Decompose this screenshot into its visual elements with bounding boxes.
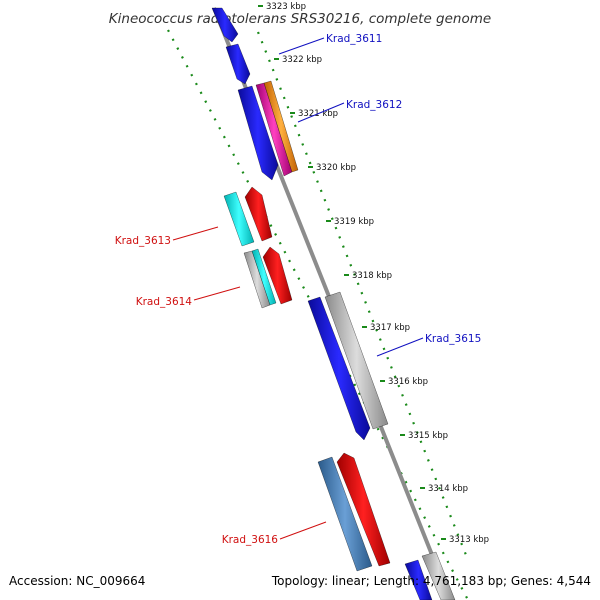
tick-label: 3323 kbp: [266, 2, 306, 12]
gene-feature-krad-3615-b[interactable]: [324, 291, 389, 430]
gene-label-krad-3611[interactable]: Krad_3611: [326, 33, 382, 45]
map-title: Kineococcus radiotolerans SRS30216, comp…: [109, 11, 491, 27]
gene-feature-bottom-b[interactable]: [421, 551, 456, 600]
tick-label: 3317 kbp: [370, 323, 410, 333]
leader-line: [172, 226, 219, 241]
gene-label-krad-3613[interactable]: Krad_3613: [115, 235, 171, 247]
gene-feature-krad-3615-a[interactable]: [307, 296, 371, 441]
leader-line: [278, 37, 325, 55]
gene-feature-bottom-a[interactable]: [404, 559, 433, 600]
gene-feature-krad-3614-b[interactable]: [251, 248, 277, 306]
tick-label: 3316 kbp: [388, 377, 428, 387]
gene-feature-krad-3616-a[interactable]: [317, 456, 373, 572]
gene-label-krad-3612[interactable]: Krad_3612: [346, 99, 402, 111]
tick-label: 3314 kbp: [428, 484, 468, 494]
gene-feature-krad-3613-a[interactable]: [223, 191, 255, 247]
gene-label-krad-3614[interactable]: Krad_3614: [136, 296, 193, 308]
gene-feature-krad-3613-b[interactable]: [244, 186, 273, 242]
tick-label: 3319 kbp: [334, 217, 374, 227]
leader-line: [193, 286, 241, 301]
gene-feature-blue-2[interactable]: [237, 85, 279, 181]
stats-text: Topology: linear; Length: 4,761,183 bp; …: [271, 574, 591, 588]
accession-text: Accession: NC_009664: [9, 574, 145, 588]
gene-features: [211, 7, 456, 600]
gene-feature-top[interactable]: [211, 7, 239, 43]
gene-feature-krad-3612-b[interactable]: [263, 80, 299, 173]
tick-label: 3320 kbp: [316, 163, 356, 173]
gene-feature-krad-3616-b[interactable]: [336, 452, 391, 567]
gene-feature-krad-3614-c[interactable]: [262, 246, 293, 305]
gene-labels: Krad_3611 Krad_3612 Krad_3613 Krad_3614 Krad…: [115, 33, 482, 546]
gene-label-krad-3616[interactable]: Krad_3616: [222, 534, 279, 546]
tick-label: 3322 kbp: [282, 55, 322, 65]
gene-feature-krad-3611[interactable]: [225, 43, 251, 85]
tick-label: 3318 kbp: [352, 271, 392, 281]
tick-label: 3313 kbp: [449, 535, 489, 545]
leader-line: [376, 337, 424, 357]
tick-label: 3315 kbp: [408, 431, 448, 441]
gene-label-krad-3615[interactable]: Krad_3615: [425, 333, 481, 345]
leader-line: [297, 102, 345, 123]
label-leaders: [172, 37, 424, 540]
leader-line: [279, 521, 327, 540]
